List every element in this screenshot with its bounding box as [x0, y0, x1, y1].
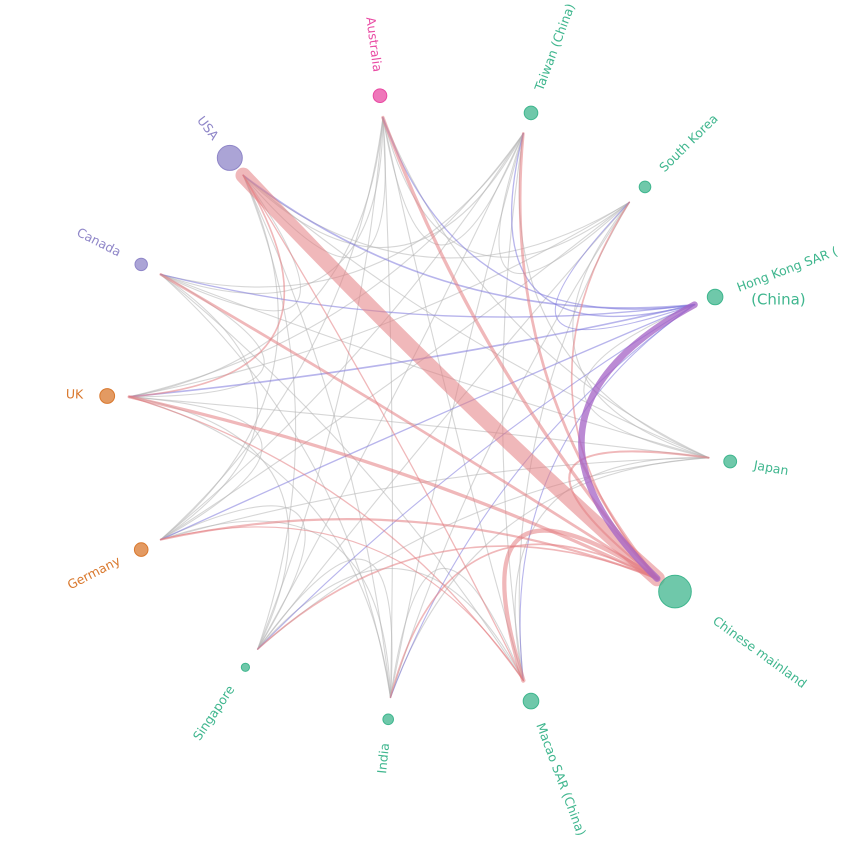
link-india-south_korea: [389, 201, 630, 698]
link-canada-chinese_mainland: [159, 273, 659, 580]
node-japan[interactable]: [723, 454, 738, 469]
link-uk-australia: [128, 116, 384, 398]
link-germany-hong_kong: [160, 304, 696, 541]
link-macao-japan: [514, 457, 710, 682]
label-hong_kong-sub: (China): [751, 290, 806, 308]
link-germany-australia: [160, 116, 384, 541]
node-south_korea[interactable]: [638, 180, 652, 194]
node-singapore[interactable]: [240, 662, 250, 672]
node-uk[interactable]: [99, 388, 116, 404]
link-usa-uk: [128, 174, 286, 398]
link-usa-singapore: [242, 174, 297, 650]
node-australia[interactable]: [372, 88, 388, 103]
link-south_korea-australia: [382, 116, 630, 258]
link-macao-hong_kong: [519, 304, 696, 682]
link-south_korea-hong_kong: [554, 201, 696, 331]
node-usa[interactable]: [216, 144, 243, 171]
node-canada[interactable]: [134, 257, 148, 272]
label-chinese_mainland: Chinese mainland: [710, 613, 810, 691]
link-germany-chinese_mainland: [159, 518, 659, 580]
link-taiwan-hong_kong: [510, 132, 696, 318]
link-germany-japan: [160, 457, 710, 541]
label-canada: Canada: [74, 224, 123, 259]
label-uk: UK: [66, 386, 85, 402]
link-india-hong_kong: [389, 304, 696, 698]
link-macao-taiwan: [502, 132, 524, 682]
link-india-macao: [389, 568, 524, 698]
link-singapore-south_korea: [257, 201, 630, 650]
label-australia: Australia: [363, 16, 385, 73]
label-germany: Germany: [65, 553, 124, 593]
node-germany[interactable]: [133, 542, 149, 557]
label-taiwan: Taiwan (China): [531, 1, 578, 93]
label-south_korea: South Korea: [656, 111, 721, 175]
nodes-layer: [99, 88, 738, 726]
link-canada-hong_kong: [160, 273, 696, 318]
label-hong_kong: Hong Kong SAR (: [735, 243, 840, 294]
link-singapore-australia: [257, 116, 384, 650]
link-canada-germany: [160, 273, 258, 541]
link-south_korea-taiwan: [498, 132, 630, 275]
link-canada-macao: [160, 273, 524, 682]
link-uk-taiwan: [128, 132, 524, 398]
label-japan: Japan: [752, 457, 790, 478]
link-japan-south_korea: [572, 201, 710, 459]
link-uk-germany: [128, 396, 263, 541]
node-india[interactable]: [382, 713, 395, 726]
link-usa-germany: [160, 174, 279, 541]
link-india-australia: [382, 116, 394, 698]
link-japan-hong_kong: [583, 304, 710, 459]
link-hong_kong-chinese_mainland: [578, 301, 698, 582]
link-canada-australia: [160, 116, 384, 295]
link-germany-india: [160, 520, 392, 698]
label-singapore: Singapore: [190, 682, 238, 743]
labels-layer: USA Australia Taiwan (China) South Korea Hon…: [65, 1, 840, 837]
link-germany-south_korea: [160, 201, 630, 541]
link-japan-chinese_mainland: [568, 450, 710, 580]
link-india-japan: [389, 457, 710, 698]
links-layer: [127, 115, 710, 699]
link-south_korea-chinese_mainland: [571, 201, 659, 580]
link-australia-taiwan: [382, 116, 524, 246]
label-macao: Macao SAR (China): [533, 721, 589, 838]
link-singapore-chinese_mainland: [256, 545, 659, 650]
link-uk-chinese_mainland: [127, 395, 659, 581]
link-macao-australia: [382, 116, 524, 682]
label-usa: USA: [194, 113, 222, 143]
link-japan-australia: [382, 116, 710, 459]
node-chinese_mainland[interactable]: [658, 574, 692, 609]
link-india-chinese_mainland: [389, 543, 659, 699]
node-macao[interactable]: [522, 692, 540, 710]
link-germany-macao: [160, 526, 524, 682]
node-hong_kong[interactable]: [706, 288, 724, 306]
link-canada-taiwan: [160, 132, 524, 288]
link-australia-hong_kong: [382, 116, 696, 310]
link-usa-canada: [160, 174, 301, 312]
link-usa-macao: [242, 174, 524, 682]
link-uk-japan: [128, 396, 710, 459]
link-singapore-taiwan: [257, 132, 524, 650]
link-germany-taiwan: [160, 132, 524, 541]
link-singapore-macao: [257, 568, 524, 682]
label-india: India: [374, 742, 392, 774]
link-uk-macao: [128, 396, 524, 682]
node-taiwan[interactable]: [523, 105, 539, 121]
